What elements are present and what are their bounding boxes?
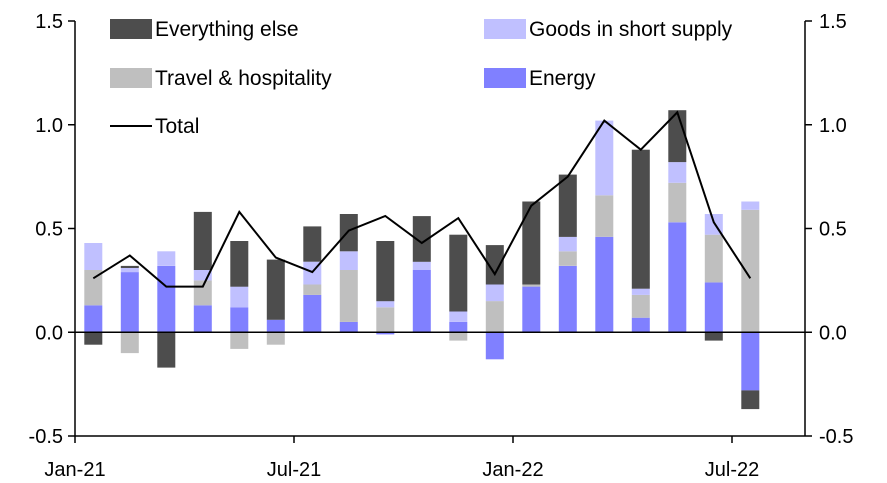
bar-goods-in-short-supply-aug-21 <box>339 251 358 270</box>
bar-energy-jun-22 <box>704 282 723 333</box>
bar-goods-in-short-supply-may-22 <box>668 162 687 183</box>
legend-swatch-everything-else <box>110 19 152 39</box>
y-tick-label: -0.5 <box>29 426 63 448</box>
bar-goods-in-short-supply-nov-21 <box>449 311 468 322</box>
bar-travel-hospitality-dec-21 <box>485 301 504 333</box>
y-tick-label: 0.0 <box>35 322 63 344</box>
tick-labels-layer: -0.5 -0.5 0.0 0.0 0.5 0.5 1.0 1.0 1.5 1.5 Jan-21 Ju… <box>29 11 854 481</box>
bar-everything-else-nov-21 <box>449 234 468 312</box>
bar-everything-else-jan-22 <box>522 201 541 285</box>
bar-energy-feb-21 <box>120 272 139 333</box>
bar-energy-jul-22 <box>741 332 760 391</box>
x-tick-label: Jan-22 <box>482 459 543 481</box>
legend-label-everything-else: Everything else <box>155 18 299 41</box>
bar-everything-else-apr-22 <box>631 149 650 289</box>
bar-goods-in-short-supply-mar-22 <box>595 120 614 196</box>
y2-tick-label: 0.5 <box>819 219 847 241</box>
bar-energy-mar-22 <box>595 236 614 333</box>
x-tick-label: Jan-21 <box>44 459 105 481</box>
bar-travel-hospitality-feb-21 <box>120 332 139 354</box>
bars-layer <box>84 110 760 410</box>
bar-goods-in-short-supply-oct-21 <box>412 261 431 270</box>
bar-everything-else-dec-21 <box>485 245 504 285</box>
bar-everything-else-jul-22 <box>741 390 760 410</box>
x-tick-label: Jul-22 <box>705 459 759 481</box>
bar-everything-else-jun-21 <box>266 259 285 320</box>
bar-everything-else-jan-21 <box>84 332 103 345</box>
y-tick-label: 1.0 <box>35 115 63 137</box>
bar-everything-else-jun-22 <box>704 332 723 341</box>
bar-everything-else-feb-22 <box>558 174 577 237</box>
legend-label-travel: Travel & hospitality <box>155 67 332 90</box>
legend-swatch-goods <box>484 19 526 39</box>
bar-everything-else-jul-21 <box>303 226 322 262</box>
bar-travel-hospitality-aug-21 <box>339 270 358 322</box>
bar-energy-mar-21 <box>157 265 176 333</box>
bar-goods-in-short-supply-sep-21 <box>376 301 395 308</box>
bar-goods-in-short-supply-dec-21 <box>485 284 504 302</box>
y-tick-label: 0.5 <box>35 219 63 241</box>
bar-energy-jan-21 <box>84 305 103 333</box>
bar-goods-in-short-supply-may-21 <box>230 286 249 308</box>
bar-travel-hospitality-apr-21 <box>193 280 212 306</box>
bar-energy-nov-21 <box>449 321 468 333</box>
series-line-total <box>92 110 752 288</box>
y2-tick-label: 1.0 <box>819 115 847 137</box>
bar-energy-jun-21 <box>266 319 285 333</box>
legend-label-goods: Goods in short supply <box>529 18 733 41</box>
bar-everything-else-sep-21 <box>376 241 395 302</box>
y2-tick-label: 1.5 <box>819 11 847 33</box>
bar-travel-hospitality-jan-22 <box>522 284 541 287</box>
bar-goods-in-short-supply-jan-21 <box>84 243 103 270</box>
bar-everything-else-apr-21 <box>193 211 212 270</box>
bar-goods-in-short-supply-jul-22 <box>741 201 760 210</box>
bar-energy-oct-21 <box>412 270 431 333</box>
bar-goods-in-short-supply-feb-22 <box>558 236 577 252</box>
legend-swatch-travel <box>110 68 152 88</box>
bar-goods-in-short-supply-feb-21 <box>120 267 139 273</box>
bar-energy-aug-21 <box>339 321 358 333</box>
bar-everything-else-feb-21 <box>120 265 139 268</box>
bar-everything-else-mar-21 <box>157 332 176 368</box>
total-line-layer <box>92 110 752 288</box>
bar-energy-may-22 <box>668 222 687 333</box>
bar-goods-in-short-supply-apr-21 <box>193 270 212 281</box>
bar-goods-in-short-supply-apr-22 <box>631 288 650 295</box>
bar-travel-hospitality-jan-21 <box>84 270 103 306</box>
bar-travel-hospitality-may-21 <box>230 332 249 349</box>
bar-energy-may-21 <box>230 307 249 333</box>
x-tick-label: Jul-21 <box>267 459 321 481</box>
y-tick-label: 1.5 <box>35 11 63 33</box>
bar-travel-hospitality-jul-22 <box>741 209 760 333</box>
legend-swatch-energy <box>484 68 526 88</box>
bar-travel-hospitality-apr-22 <box>631 294 650 318</box>
bar-travel-hospitality-mar-22 <box>595 195 614 237</box>
bar-travel-hospitality-feb-22 <box>558 251 577 266</box>
bar-energy-apr-22 <box>631 317 650 333</box>
bar-travel-hospitality-jul-21 <box>303 284 322 295</box>
bar-energy-feb-22 <box>558 265 577 333</box>
legend-label-energy: Energy <box>529 67 596 90</box>
bar-everything-else-may-21 <box>230 241 249 287</box>
bar-energy-jul-21 <box>303 294 322 333</box>
bar-everything-else-oct-21 <box>412 216 431 262</box>
y2-tick-label: 0.0 <box>819 322 847 344</box>
bar-travel-hospitality-jun-21 <box>266 332 285 345</box>
bar-travel-hospitality-sep-21 <box>376 307 395 333</box>
axes-layer <box>68 20 812 443</box>
bar-energy-dec-21 <box>485 332 504 360</box>
legend-label-total: Total <box>155 115 199 138</box>
bar-energy-jan-22 <box>522 286 541 333</box>
y2-tick-label: -0.5 <box>819 426 853 448</box>
bar-energy-sep-21 <box>376 332 395 335</box>
bar-travel-hospitality-may-22 <box>668 182 687 223</box>
bar-travel-hospitality-nov-21 <box>449 332 468 341</box>
legend: Everything else Goods in short supply Tr… <box>110 18 733 138</box>
bar-goods-in-short-supply-mar-21 <box>157 251 176 266</box>
bar-energy-apr-21 <box>193 305 212 333</box>
bar-everything-else-aug-21 <box>339 214 358 252</box>
bar-travel-hospitality-jun-22 <box>704 234 723 283</box>
